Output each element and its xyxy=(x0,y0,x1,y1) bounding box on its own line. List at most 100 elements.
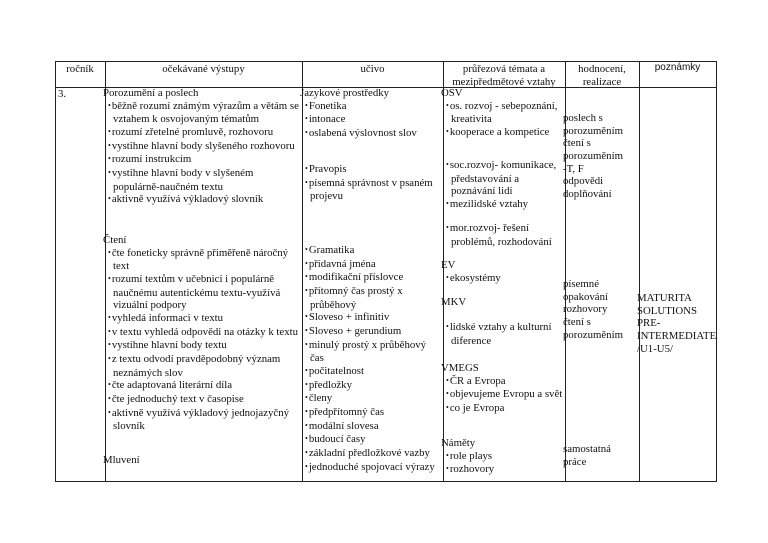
vystupy-list-item: aktivně využívá výkladový jednojazyčný s… xyxy=(108,407,300,433)
ucivo-list-item: minulý prostý x průběhový čas xyxy=(305,339,442,365)
vystupy-list-item: čte foneticky správně přiměřeně náročný … xyxy=(108,247,300,273)
temata-heading: OSV xyxy=(441,87,463,99)
temata-list-item: os. rozvoj - sebepoznání, kreativita xyxy=(446,100,564,126)
ucivo-heading: Jazykové prostředky xyxy=(300,87,390,99)
vystupy-list-item: čte adaptovaná literární díla xyxy=(108,379,300,393)
list-item-text: v textu vyhledá odpovědi na otázky k tex… xyxy=(111,325,299,338)
vystupy-block: Čteníčte foneticky správně přiměřeně nár… xyxy=(103,234,300,433)
ucivo-list-item: počitatelnost xyxy=(305,365,442,379)
temata-list-item: role plays xyxy=(446,450,564,464)
list-item-text: mezilidské vztahy xyxy=(449,197,529,210)
temata-list-item: mezilidské vztahy xyxy=(446,198,564,212)
ucivo-list-item: Gramatika xyxy=(305,244,442,258)
header-ucivo: učivo xyxy=(360,63,385,75)
list-item-text: členy xyxy=(308,392,333,405)
list-item-text: minulý prostý x průběhový čas xyxy=(308,338,427,365)
temata-list-item: kooperace a kompetice xyxy=(446,126,564,140)
ucivo-list-item: Sloveso + infinitiv xyxy=(305,311,442,325)
list-item-text: rozhovory xyxy=(449,463,495,476)
temata-list-item: mor.rozvoj- řešení problémů, rozhodování xyxy=(446,222,564,248)
ucivo-list-item: jednoduché spojovací výrazy xyxy=(305,461,442,475)
list-item-text: vyhledá informaci v textu xyxy=(111,311,224,324)
vystupy-list-item: běžně rozumí známým výrazům a větám se v… xyxy=(108,100,300,126)
list-item-text: budoucí časy xyxy=(308,433,366,446)
header-vystupy: očekávané výstupy xyxy=(162,63,245,75)
list-item-text: čte foneticky správně přiměřeně náročný … xyxy=(111,246,289,273)
ucivo-list-item: Sloveso + gerundium xyxy=(305,325,442,339)
temata-list-item: ČR a Evropa xyxy=(446,375,564,389)
list-item-text: základní předložkové vazby xyxy=(308,446,430,459)
hodnoceni-block: písemné opakování rozhovory čtení s porozumě… xyxy=(563,278,638,341)
temata-heading: VMEGS xyxy=(441,362,479,374)
ucivo-list-item: modální slovesa xyxy=(305,420,442,434)
hodnoceni-line: odpovědi xyxy=(563,175,604,188)
hodnoceni-line: doplňování xyxy=(563,187,612,200)
ucivo-list-item: členy xyxy=(305,392,442,406)
list-item-text: předpřítomný čas xyxy=(308,405,385,418)
ucivo-block: Jazykové prostředkyFonetikaintonaceoslab… xyxy=(300,87,442,141)
list-item-text: ČR a Evropa xyxy=(449,374,506,387)
vystupy-list-item: rozumí zřetelné promluvě, rozhovoru xyxy=(108,126,300,140)
list-item-text: intonace xyxy=(308,113,346,126)
temata-list-item: ekosystémy xyxy=(446,272,564,286)
vystupy-heading: Mluvení xyxy=(103,454,140,466)
temata-block: lidské vztahy a kulturní diference xyxy=(446,321,564,347)
list-item-text: aktivně využívá výkladový jednojazyčný s… xyxy=(111,406,290,433)
header-hodnoceni: hodnocení, realizace xyxy=(565,63,639,88)
hodnoceni-line: písemné xyxy=(563,278,599,290)
vystupy-list-item: vyhledá informaci v textu xyxy=(108,312,300,326)
ucivo-list-item: oslabená výslovnost slov xyxy=(305,127,442,141)
ucivo-list-item: Pravopis xyxy=(305,163,442,177)
poznamky-line: /U1-U5/ xyxy=(637,342,673,355)
ucivo-block: Gramatikapřídavná jménamodifikační přísl… xyxy=(305,244,442,474)
list-item-text: čte adaptovaná literární díla xyxy=(111,379,233,392)
poznamky-block: MATURITA SOLUTIONS PRE- INTERMEDIATE/U1-U5/ xyxy=(637,292,716,355)
list-item-text: co je Evropa xyxy=(449,401,505,414)
list-item-text: vystihne hlavní body textu xyxy=(111,339,227,352)
hodnoceni-line: čtení s xyxy=(563,137,591,150)
temata-block: VMEGSČR a Evropaobjevujeme Evropu a svět… xyxy=(441,362,564,416)
list-item-text: role plays xyxy=(449,449,493,462)
list-item-text: čte jednoduchý text v časopise xyxy=(111,392,244,405)
temata-list-item: objevujeme Evropu a svět xyxy=(446,388,564,402)
curriculum-table xyxy=(55,61,717,482)
column-divider xyxy=(302,61,303,481)
header-divider xyxy=(55,87,716,88)
list-item-text: přídavná jména xyxy=(308,257,376,270)
list-item-text: modální slovesa xyxy=(308,419,379,432)
list-item-text: z textu odvodí pravděpodobný význam nezn… xyxy=(111,352,281,379)
hodnoceni-line: porozuměním xyxy=(563,328,623,341)
poznamky-line: MATURITA xyxy=(637,292,692,304)
list-item-text: Sloveso + infinitiv xyxy=(308,311,390,324)
header-temata-line1: průřezová témata a xyxy=(462,63,546,75)
hodnoceni-block: samostatná práce xyxy=(563,443,638,468)
temata-heading: MKV xyxy=(441,296,467,308)
vystupy-block: Mluvení xyxy=(103,454,300,467)
temata-block: soc.rozvoj- komunikace, představování a … xyxy=(446,159,564,212)
column-divider xyxy=(565,61,566,481)
ucivo-list-item: přídavná jména xyxy=(305,258,442,272)
list-item-text: soc.rozvoj- komunikace, představování a … xyxy=(449,159,557,198)
ucivo-block: Pravopispísemná správnost v psaném proje… xyxy=(305,163,442,203)
list-item-text: Sloveso + gerundium xyxy=(308,324,402,337)
temata-list-item: lidské vztahy a kulturní diference xyxy=(446,321,564,347)
hodnoceni-line: -T, F xyxy=(563,162,584,175)
column-divider xyxy=(639,61,640,481)
vystupy-list-item: aktivně využívá výkladový slovník xyxy=(108,193,300,207)
hodnoceni-line: porozuměním xyxy=(563,124,623,137)
list-item-text: jednoduché spojovací výrazy xyxy=(308,460,435,473)
list-item-text: aktivně využívá výkladový slovník xyxy=(111,193,264,206)
list-item-text: písemná správnost v psaném projevu xyxy=(308,176,433,203)
hodnoceni-line: poslech s xyxy=(563,112,603,124)
list-item-text: předložky xyxy=(308,378,352,391)
ucivo-list-item: písemná správnost v psaném projevu xyxy=(305,177,442,203)
list-item-text: Fonetika xyxy=(308,99,347,112)
hodnoceni-line: samostatná xyxy=(563,443,611,455)
vystupy-list-item: vystihne hlavní body v slyšeném populárn… xyxy=(108,167,300,193)
list-item-text: modifikační příslovce xyxy=(308,271,404,284)
vystupy-list-item: rozumí instrukcím xyxy=(108,153,300,167)
poznamky-line: PRE- xyxy=(637,317,661,330)
header-hodnoceni-line1: hodnocení, xyxy=(578,63,626,75)
list-item-text: Gramatika xyxy=(308,244,355,256)
vystupy-list-item: vystihne hlavní body slyšeného rozhovoru xyxy=(108,140,300,154)
